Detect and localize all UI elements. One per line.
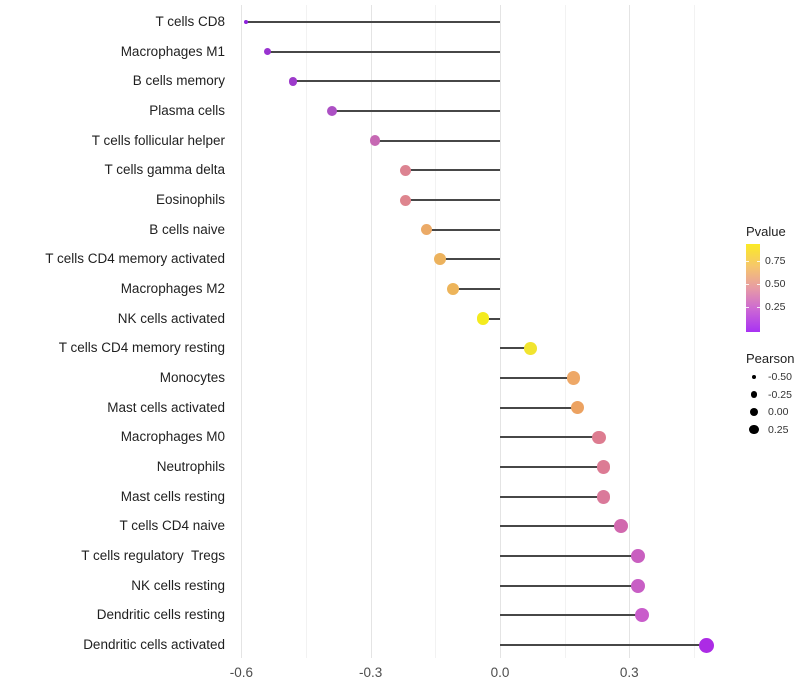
category-label: B cells memory [132, 73, 225, 89]
colorbar-tick [746, 284, 749, 285]
lollipop-stem [500, 584, 638, 587]
gridline-minor [435, 5, 437, 658]
pvalue-tick-label: 0.50 [765, 278, 786, 290]
lollipop-dot [476, 312, 490, 325]
gridline-major [241, 5, 243, 658]
colorbar-tick [757, 307, 760, 308]
lollipop-stem [405, 199, 500, 201]
colorbar-tick [757, 261, 760, 262]
lollipop-stem [267, 50, 500, 53]
lollipop-dot [635, 608, 650, 623]
lollipop-stem [245, 21, 500, 23]
lollipop-stem [500, 555, 638, 557]
pearson-key-dot [749, 425, 759, 435]
pearson-key-dot [750, 408, 758, 417]
lollipop-stem [331, 110, 500, 112]
lollipop-stem [426, 228, 500, 231]
lollipop-dot [596, 489, 611, 504]
lollipop-stem [500, 347, 531, 350]
lollipop-stem [500, 614, 643, 617]
lollipop-stem [375, 139, 500, 142]
pearson-key-label: 0.00 [768, 406, 789, 419]
pearson-key-dot [751, 374, 757, 380]
category-label: Monocytes [159, 370, 225, 385]
lollipop-dot [596, 460, 611, 474]
category-label: Dendritic cells resting [96, 607, 225, 623]
category-label: Mast cells activated [107, 399, 225, 415]
gridline-minor [306, 5, 307, 658]
colorbar-tick [746, 307, 749, 308]
pvalue-tick-label: 0.75 [765, 255, 786, 267]
gridline-minor [694, 5, 695, 658]
category-label: T cells follicular helper [91, 132, 225, 148]
gridline-major [500, 5, 501, 658]
lollipop-dot [630, 578, 645, 593]
lollipop-stem [500, 495, 604, 498]
x-tick-label: 0.0 [490, 665, 510, 680]
lollipop-dot [420, 223, 433, 236]
lollipop-dot [630, 548, 645, 564]
lollipop-dot [523, 341, 537, 355]
gridline-major [370, 5, 372, 658]
lollipop-stem [482, 317, 500, 320]
gridline-minor [564, 5, 566, 658]
gridline-major [629, 5, 631, 658]
category-label: B cells naive [149, 221, 225, 237]
category-label: Eosinophils [155, 192, 225, 207]
category-label: Macrophages M1 [120, 43, 225, 59]
category-label: NK cells resting [131, 577, 225, 593]
lollipop-stem [452, 288, 500, 290]
pvalue-tick-label: 0.25 [765, 301, 786, 313]
lollipop-dot [699, 637, 715, 653]
category-label: Mast cells resting [120, 488, 225, 504]
legend-pvalue-title: Pvalue [746, 224, 786, 239]
category-label: T cells gamma delta [104, 162, 225, 178]
lollipop-dot [326, 106, 337, 116]
lollipop-stem [500, 525, 621, 528]
legend-pearson-title: Pearson [746, 351, 795, 366]
category-label: Neutrophils [156, 459, 225, 474]
category-label: T cells CD4 memory resting [58, 340, 225, 356]
category-label: T cells regulatory Tregs [81, 548, 225, 563]
lollipop-dot [566, 371, 580, 385]
category-label: NK cells activated [117, 310, 225, 326]
lollipop-stem [500, 436, 600, 439]
lollipop-dot [571, 401, 585, 415]
pearson-key-label: -0.50 [768, 371, 792, 383]
lollipop-dot [433, 253, 446, 266]
lollipop-dot [399, 164, 411, 176]
lollipop-dot [592, 430, 606, 445]
pearson-key-label: -0.25 [768, 388, 792, 401]
category-label: Macrophages M0 [120, 429, 225, 445]
lollipop-stem [500, 406, 578, 409]
colorbar-tick [746, 261, 749, 262]
x-tick-label: -0.6 [229, 665, 254, 680]
category-label: Dendritic cells activated [83, 637, 225, 652]
lollipop-stem [500, 466, 604, 468]
colorbar-tick [757, 284, 760, 285]
x-tick-label: 0.3 [619, 665, 639, 680]
category-label: Plasma cells [149, 103, 225, 118]
pvalue-colorbar [746, 244, 760, 332]
category-label: T cells CD4 memory activated [45, 251, 225, 267]
pearson-key-dot [750, 391, 758, 398]
category-label: T cells CD4 naive [119, 518, 225, 534]
lollipop-stem [405, 169, 500, 172]
lollipop-dot [399, 194, 411, 206]
lollipop-stem [439, 258, 500, 261]
lollipop-dot [369, 135, 381, 147]
lollipop-stem [293, 80, 500, 83]
lollipop-dot [243, 19, 248, 25]
lollipop-dot [288, 76, 298, 86]
lollipop-dot [263, 48, 271, 56]
category-label: T cells CD8 [155, 14, 225, 29]
lollipop-dot [613, 519, 628, 534]
lollipop-stem [500, 644, 707, 646]
lollipop-dot [446, 283, 459, 295]
category-label: Macrophages M2 [120, 281, 225, 296]
pearson-key-label: 0.25 [768, 423, 789, 436]
lollipop-stem [500, 377, 574, 379]
x-tick-label: -0.3 [359, 665, 383, 680]
